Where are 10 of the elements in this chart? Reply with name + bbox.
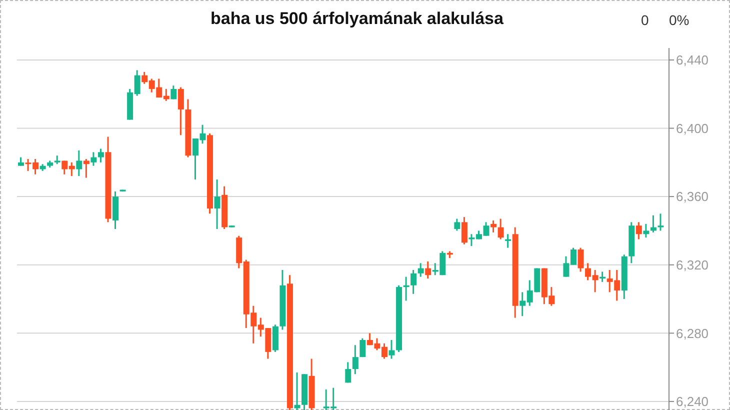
y-tick-label: 6,240 [676, 394, 709, 410]
y-tick-label: 6,360 [676, 189, 709, 204]
text: 0 [641, 12, 649, 28]
text: 0% [669, 12, 690, 28]
y-tick-label: 6,400 [676, 120, 709, 136]
y-tick-label: 6,280 [676, 326, 709, 341]
y-tick-label: 6,440 [676, 52, 709, 68]
chart-title: baha us 500 árfolyamának alakulása [210, 9, 504, 28]
candlestick [294, 372, 300, 410]
y-tick-label: 6,320 [676, 257, 709, 272]
